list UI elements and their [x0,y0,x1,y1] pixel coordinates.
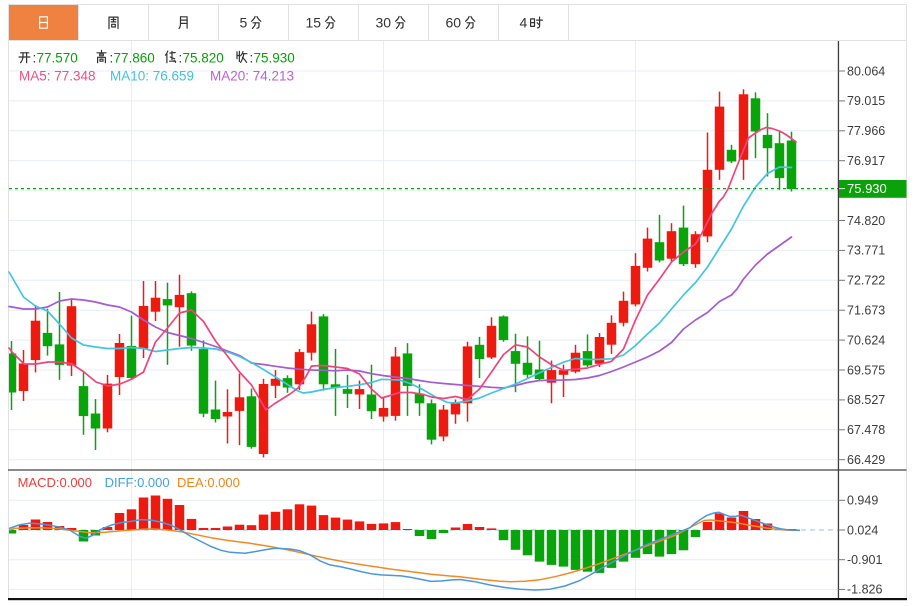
svg-text:80.064: 80.064 [847,64,885,78]
svg-text:67.478: 67.478 [847,423,885,437]
svg-text:77.860: 77.860 [114,50,155,65]
svg-text:0.024: 0.024 [847,523,878,537]
svg-text:5: 5 [240,15,248,31]
svg-text::: : [33,50,37,65]
svg-text:68.527: 68.527 [847,393,885,407]
svg-text::: : [250,50,254,65]
svg-text::: : [110,50,114,65]
svg-text:77.966: 77.966 [847,124,885,138]
svg-text:66.429: 66.429 [847,453,885,467]
svg-text:-0.901: -0.901 [847,553,882,567]
svg-text:MA20: 74.213: MA20: 74.213 [210,69,294,84]
svg-text:70.624: 70.624 [847,333,885,347]
svg-text:60: 60 [446,15,462,31]
svg-text:-1.826: -1.826 [847,583,882,597]
svg-text:30: 30 [376,15,392,31]
svg-text:72.722: 72.722 [847,274,885,288]
svg-text:15: 15 [306,15,322,31]
svg-text:MA10: 76.659: MA10: 76.659 [110,69,194,84]
svg-text::: : [179,50,183,65]
svg-text:4: 4 [520,15,528,31]
svg-text:DIFF:0.000: DIFF:0.000 [105,475,170,490]
svg-text:74.820: 74.820 [847,214,885,228]
svg-text:73.771: 73.771 [847,244,885,258]
svg-text:75.820: 75.820 [183,50,224,65]
svg-text:75.930: 75.930 [254,50,295,65]
svg-text:69.575: 69.575 [847,363,885,377]
svg-text:MACD:0.000: MACD:0.000 [18,475,92,490]
svg-text:77.570: 77.570 [37,50,78,65]
svg-text:MA5: 77.348: MA5: 77.348 [19,69,96,84]
svg-text:76.917: 76.917 [847,154,885,168]
svg-text:DEA:0.000: DEA:0.000 [177,475,240,490]
svg-text:75.930: 75.930 [847,181,887,196]
svg-text:79.015: 79.015 [847,94,885,108]
svg-text:71.673: 71.673 [847,304,885,318]
svg-text:0.949: 0.949 [847,494,878,508]
